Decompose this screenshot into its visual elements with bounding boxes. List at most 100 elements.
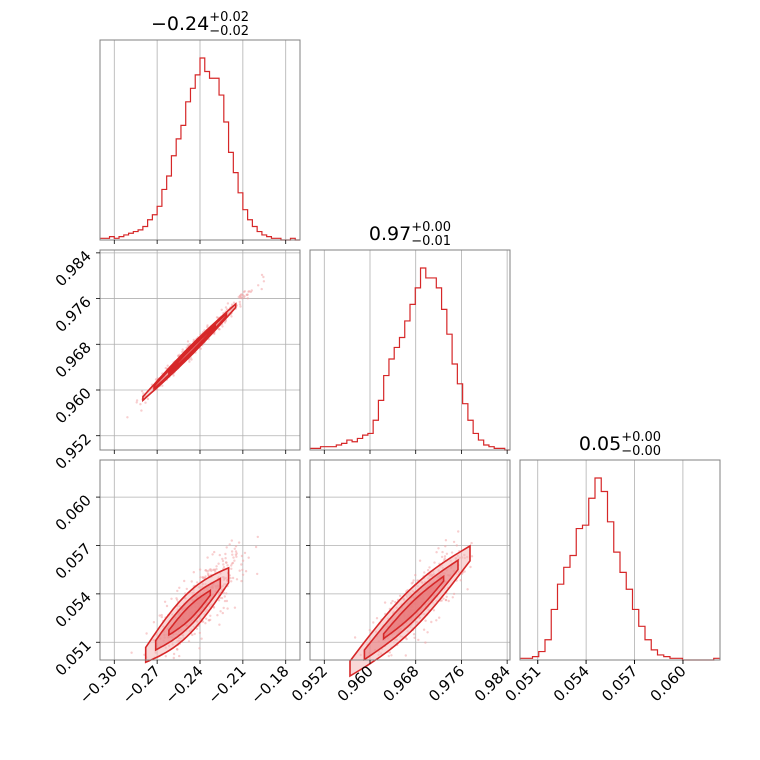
sample-point [188,360,191,363]
sample-point [126,416,129,419]
sample-point [231,576,235,580]
sample-point [161,384,164,387]
sample-point [368,628,371,632]
pair-panel-p0-p2 [99,459,301,664]
title-value: 0.05 [579,433,621,455]
sample-point [256,572,259,576]
sample-point [433,561,436,564]
sample-point [437,547,440,550]
y-tick-label: 0.057 [52,540,95,583]
sample-point [158,614,161,617]
sample-point [187,640,191,643]
sample-point [424,619,427,622]
sample-point [444,539,448,542]
sample-point [242,290,246,294]
panel-frame [309,249,511,451]
sample-point [240,579,243,583]
sample-point [241,559,245,562]
sample-point [455,544,458,547]
sample-point [221,325,224,328]
sample-point [152,621,156,624]
sample-point [216,614,219,617]
panel-frame [309,459,511,661]
pair-panel-p0-p1 [99,249,301,451]
sample-point [247,556,250,559]
sample-point [388,651,391,654]
diag-panel-p1: 0.97+0.00−0.01 [309,220,511,454]
sample-point [183,579,186,583]
sample-point [235,578,239,581]
sample-point [224,557,227,560]
sample-point [160,615,163,619]
sample-point [204,575,207,578]
sample-point [145,632,148,635]
sample-point [391,599,394,603]
sample-point [191,633,194,637]
sample-point [230,303,234,306]
sample-point [387,654,390,658]
sample-point [452,592,456,596]
x-tick-label: 0.952 [288,662,331,705]
sample-point [240,554,244,558]
sample-point [228,543,231,546]
histogram-p0 [100,57,300,241]
sample-point [209,568,212,571]
sample-point [223,599,227,603]
x-tick-label: 0.976 [425,662,468,705]
diag-panel-p2: 0.05+0.00−0.00 [519,430,721,664]
sample-point [140,409,143,412]
panel-title-p2: 0.05+0.00 [579,430,661,455]
sample-point [445,552,449,555]
contour-inner [168,588,212,637]
sample-point [198,647,201,650]
sample-point [233,559,236,562]
sample-point [226,607,229,610]
sample-point [469,565,472,569]
sample-point [213,550,216,554]
sample-point [234,550,238,553]
sample-point [226,302,230,305]
sample-point [225,546,228,549]
title-minus: −0.00 [621,444,661,459]
sample-point [235,555,238,558]
sample-point [262,280,266,283]
title-minus: −0.01 [411,234,451,249]
sample-point [353,636,357,639]
sample-point [445,595,448,598]
sample-point [190,580,193,583]
y-tick-label: 0.952 [52,430,95,473]
sample-point [230,550,234,553]
sample-point [213,332,216,336]
sample-point [186,340,190,343]
pair-panel-p1-p2 [309,459,511,678]
sample-point [217,327,220,331]
sample-point [447,599,450,603]
sample-point [418,559,422,562]
sample-point [160,613,163,617]
sample-point [226,564,229,567]
sample-point [441,550,444,554]
sample-point [223,321,227,324]
sample-point [470,555,474,558]
sample-point [222,566,226,569]
sample-point [196,581,199,584]
sample-point [199,347,202,350]
sample-point [221,611,224,615]
x-tick-label: 0.054 [550,662,593,705]
sample-point [222,563,225,566]
sample-point [241,573,245,576]
sample-point [248,290,251,293]
sample-point [221,557,224,561]
sample-point [438,616,441,619]
sample-point [412,633,416,636]
panel-title-p0: −0.24+0.02 [151,10,249,35]
sample-point [221,559,225,563]
sample-point [452,540,456,544]
sample-point [230,539,233,542]
y-tick-label: 0.976 [52,293,95,336]
sample-point [212,606,216,609]
sample-point [212,568,215,572]
y-tick-label: 0.960 [52,384,95,427]
sample-point [195,627,199,630]
sample-point [192,571,195,574]
